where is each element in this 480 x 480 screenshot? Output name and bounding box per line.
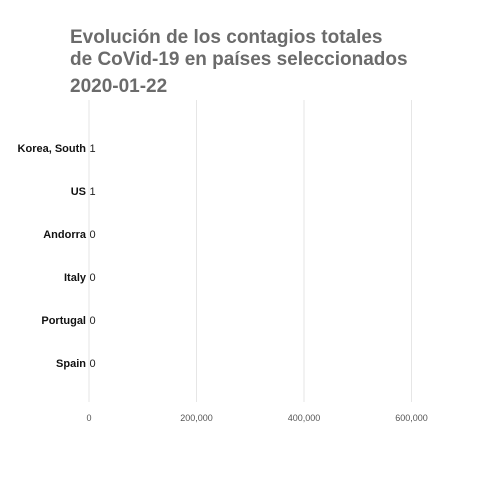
chart-subtitle: 2020-01-22	[70, 76, 168, 97]
category-label: Italy	[64, 272, 87, 284]
value-label: 1	[90, 143, 96, 155]
x-tick-label: 0	[86, 413, 91, 423]
category-label: Korea, South	[18, 143, 87, 155]
chart-title-line-1: Evolución de los contagios totales	[70, 27, 383, 48]
value-label: 0	[90, 315, 96, 327]
category-label: Andorra	[43, 229, 87, 241]
category-label: Spain	[56, 358, 86, 370]
value-label: 0	[90, 358, 96, 370]
category-label: Portugal	[41, 315, 86, 327]
grid-layer	[88, 100, 412, 402]
x-tick-label: 600,000	[395, 413, 428, 423]
value-label: 0	[90, 229, 96, 241]
x-tick-label: 400,000	[288, 413, 321, 423]
chart-title-line-2: de CoVid-19 en países seleccionados	[70, 49, 408, 70]
category-label: US	[71, 186, 86, 198]
x-tick-label: 200,000	[180, 413, 213, 423]
value-label: 0	[90, 272, 96, 284]
value-label: 1	[90, 186, 96, 198]
x-axis-ticks: 0 200,000 400,000 600,000	[86, 413, 427, 423]
